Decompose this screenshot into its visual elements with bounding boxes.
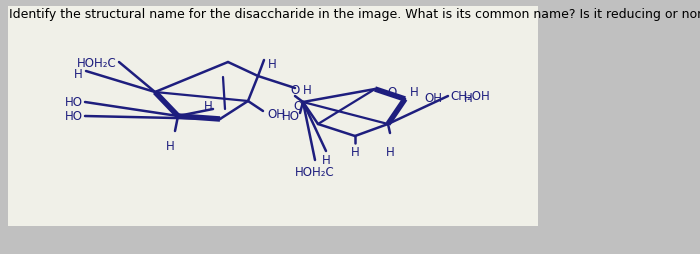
Text: HOH₂C: HOH₂C	[295, 166, 335, 179]
Text: O: O	[290, 84, 300, 97]
Text: H: H	[351, 145, 359, 158]
Text: H: H	[464, 92, 473, 105]
Text: H: H	[166, 140, 174, 153]
Text: HOH₂C: HOH₂C	[77, 56, 117, 69]
Text: H: H	[303, 83, 312, 96]
Text: O: O	[293, 100, 302, 113]
Text: H: H	[410, 85, 419, 98]
Text: HO: HO	[65, 96, 83, 109]
FancyBboxPatch shape	[8, 7, 538, 226]
Text: OH: OH	[267, 108, 285, 121]
Text: H: H	[386, 145, 394, 158]
Text: O: O	[387, 86, 396, 99]
Text: Identify the structural name for the disaccharide in the image. What is its comm: Identify the structural name for the dis…	[9, 8, 700, 21]
Text: HO: HO	[65, 110, 83, 123]
Text: H: H	[268, 57, 277, 70]
Text: H: H	[204, 100, 212, 113]
Text: OH: OH	[424, 92, 442, 105]
Text: H: H	[321, 153, 330, 166]
Text: HO: HO	[282, 110, 300, 123]
Text: H: H	[74, 68, 83, 81]
Text: CH₂OH: CH₂OH	[450, 90, 490, 103]
